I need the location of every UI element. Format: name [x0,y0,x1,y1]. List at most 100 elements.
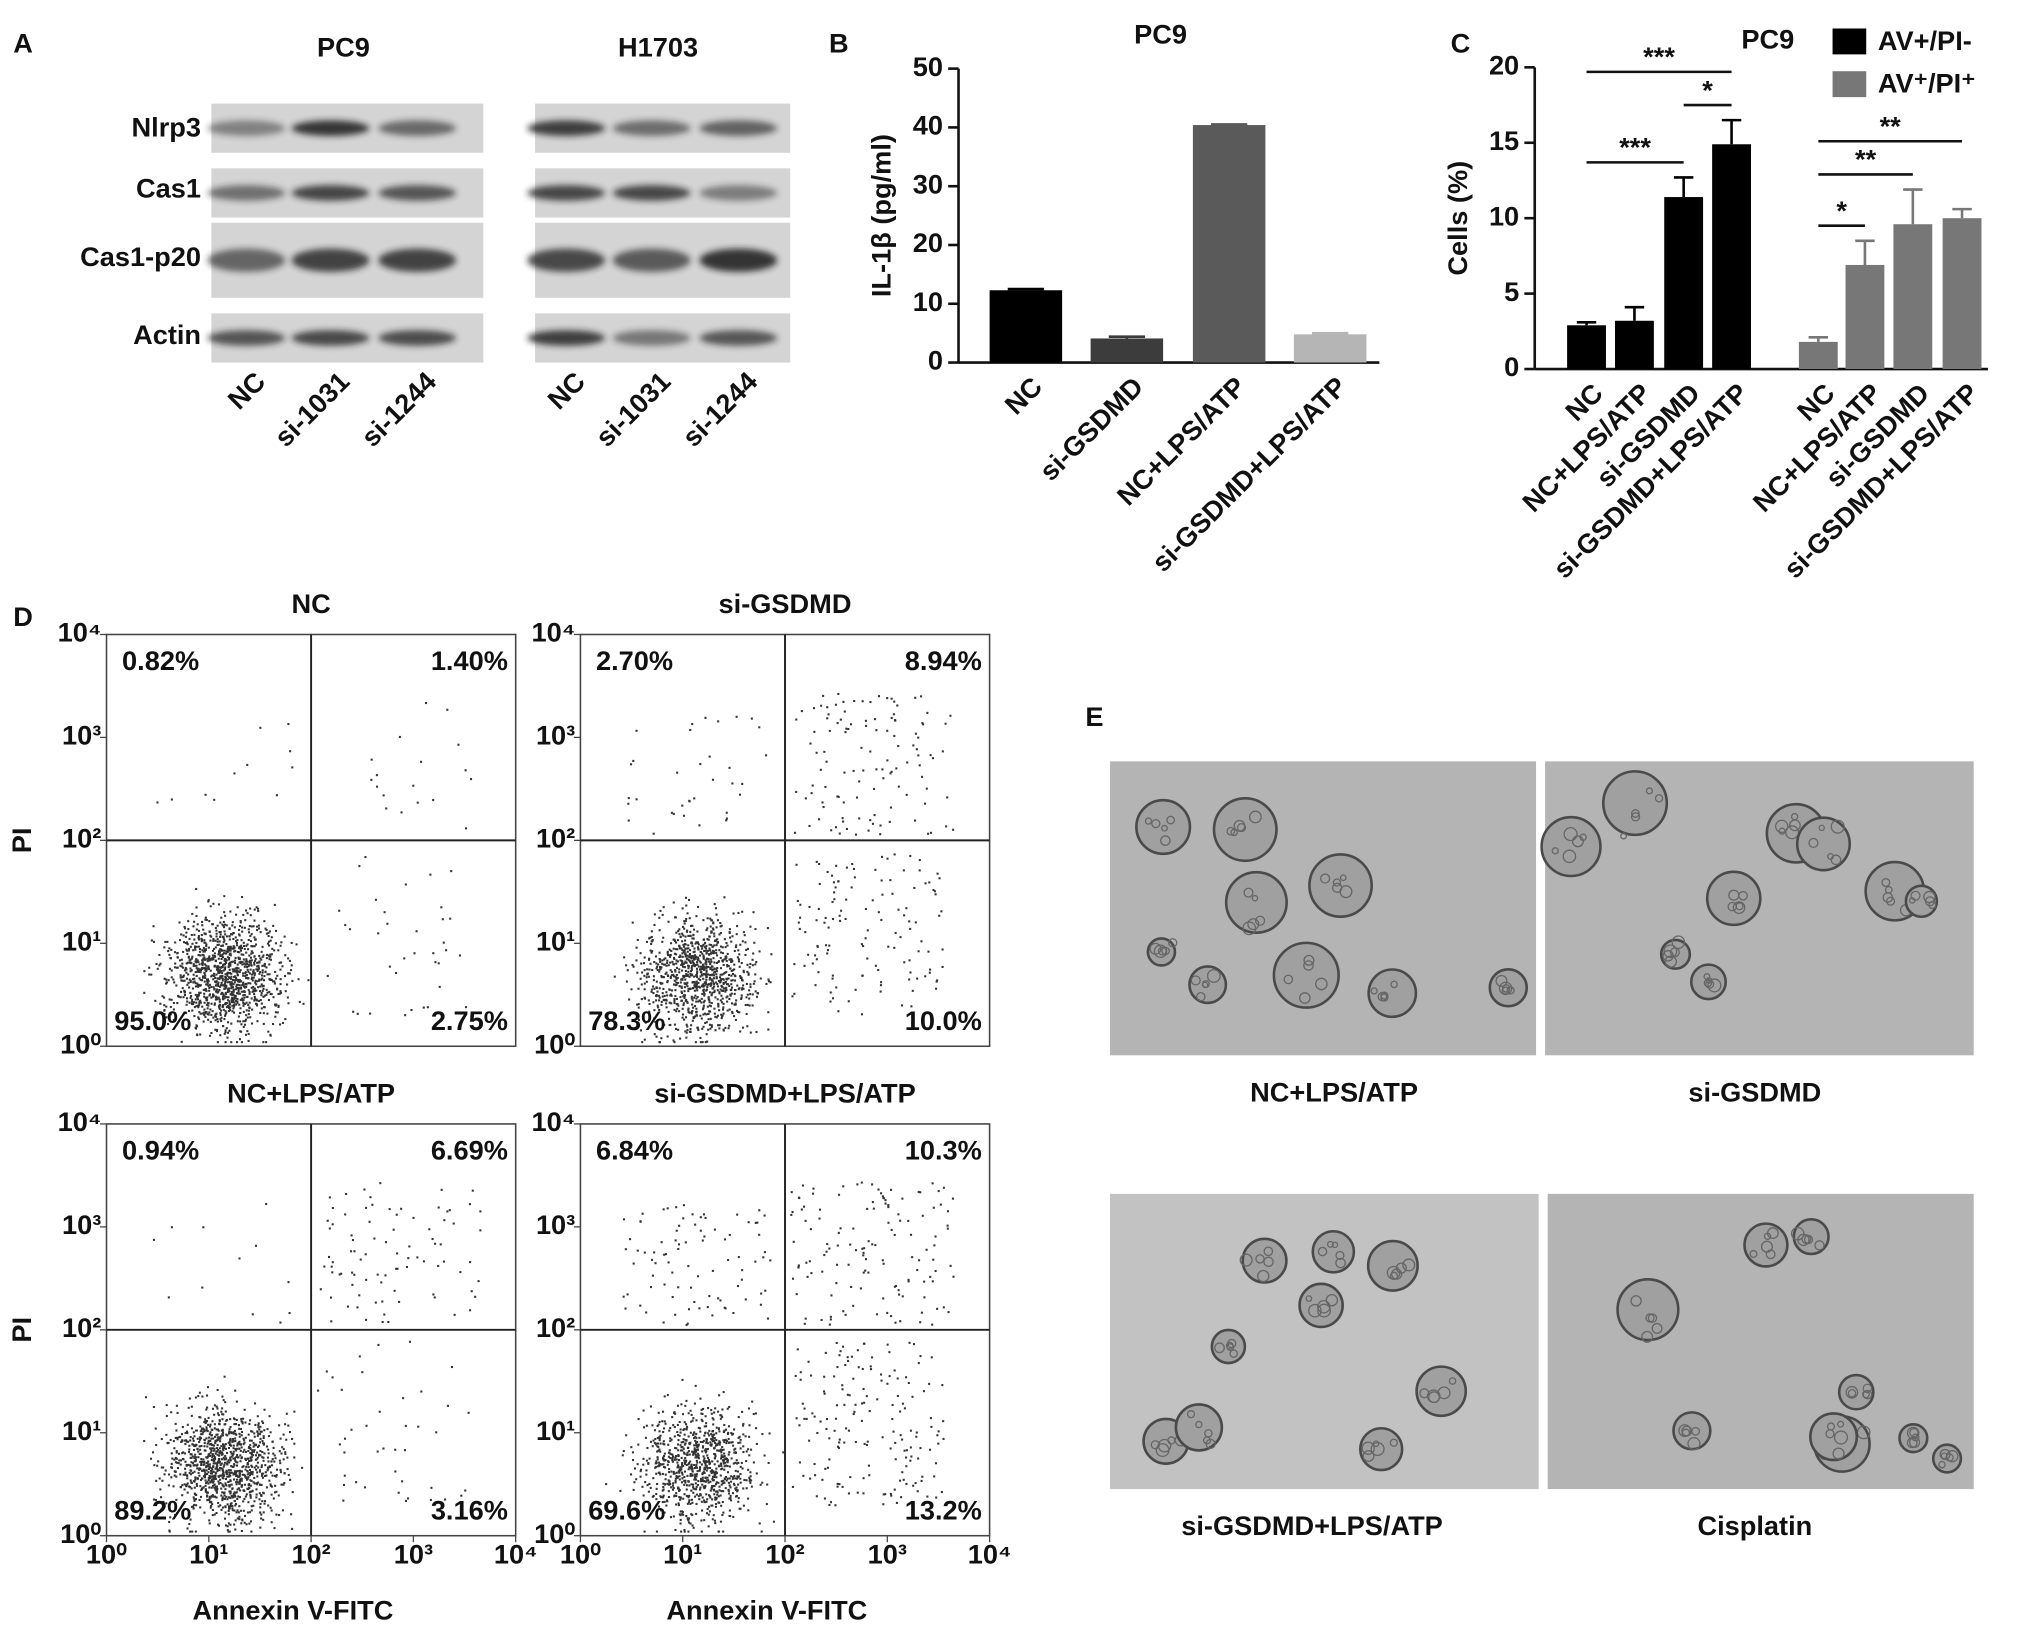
event-dot [717,1501,719,1503]
event-dot [840,910,842,912]
event-dot [714,903,716,905]
event-dot [207,978,209,980]
event-dot [212,1453,214,1455]
event-dot [252,1471,254,1473]
event-dot [692,999,694,1001]
event-dot [204,967,206,969]
event-dot [614,976,616,978]
event-dot [890,806,892,808]
event-dot [201,1287,203,1289]
event-dot [710,1445,712,1447]
event-dot [228,1432,230,1434]
event-dot [726,1440,728,1442]
event-dot [175,1461,177,1463]
event-dot [181,965,183,967]
event-dot [330,1320,332,1322]
event-dot [427,1006,429,1008]
event-dot [801,1208,803,1210]
event-dot [675,1028,677,1030]
event-dot [753,1461,755,1463]
event-dot [201,939,203,941]
event-dot [383,794,385,796]
event-dot [916,978,918,980]
event-dot [945,825,947,827]
event-dot [720,995,722,997]
event-dot [842,701,844,703]
event-dot [199,1392,201,1394]
event-dot [230,1490,232,1492]
event-dot [240,1418,242,1420]
event-dot [189,1398,191,1400]
event-dot [714,1437,716,1439]
event-dot [225,985,227,987]
event-dot [695,1464,697,1466]
y-tick-label: 10⁰ [60,1028,101,1059]
event-dot [926,788,928,790]
event-dot [210,1472,212,1474]
event-dot [203,993,205,995]
event-dot [718,991,720,993]
event-dot [386,923,388,925]
event-dot [231,983,233,985]
event-dot [728,1454,730,1456]
event-dot [703,1235,705,1237]
event-dot [764,1251,766,1253]
event-dot [275,1514,277,1516]
event-dot [878,1189,880,1191]
event-dot [227,1005,229,1007]
event-dot [812,785,814,787]
event-dot [924,803,926,805]
event-dot [805,1318,807,1320]
event-dot [156,801,158,803]
event-dot [264,995,266,997]
event-dot [746,964,748,966]
event-dot [274,1016,276,1018]
event-dot [655,967,657,969]
event-dot [258,955,260,957]
event-dot [720,945,722,947]
event-dot [863,1272,865,1274]
event-dot [260,999,262,1001]
event-dot [894,720,896,722]
event-dot [669,962,671,964]
event-dot [737,1501,739,1503]
y-tick-label: 10² [536,823,575,854]
event-dot [932,1280,934,1282]
quadrant-percent: 6.69% [431,1135,508,1166]
event-dot [249,1002,251,1004]
event-dot [239,1473,241,1475]
event-dot [248,1033,250,1035]
row-label: Nlrp3 [132,112,202,143]
event-dot [725,1487,727,1489]
event-dot [180,1464,182,1466]
event-dot [682,1429,684,1431]
event-dot [718,1531,720,1533]
event-dot [731,970,733,972]
event-dot [210,997,212,999]
event-dot [667,921,669,923]
event-dot [245,1496,247,1498]
event-dot [743,931,745,933]
event-dot [855,1249,857,1251]
event-dot [268,958,270,960]
event-dot [206,1394,208,1396]
event-dot [246,996,248,998]
event-dot [259,990,261,992]
event-dot [697,1028,699,1030]
event-dot [717,1024,719,1026]
event-dot [192,1472,194,1474]
event-dot [711,980,713,982]
event-dot [694,995,696,997]
event-dot [665,1474,667,1476]
event-dot [653,833,655,835]
event-dot [193,1431,195,1433]
event-dot [234,1528,236,1530]
event-dot [209,935,211,937]
event-dot [245,1034,247,1036]
event-dot [241,963,243,965]
event-dot [651,930,653,932]
event-dot [200,992,202,994]
event-dot [819,1209,821,1211]
event-dot [270,1471,272,1473]
event-dot [272,1023,274,1025]
